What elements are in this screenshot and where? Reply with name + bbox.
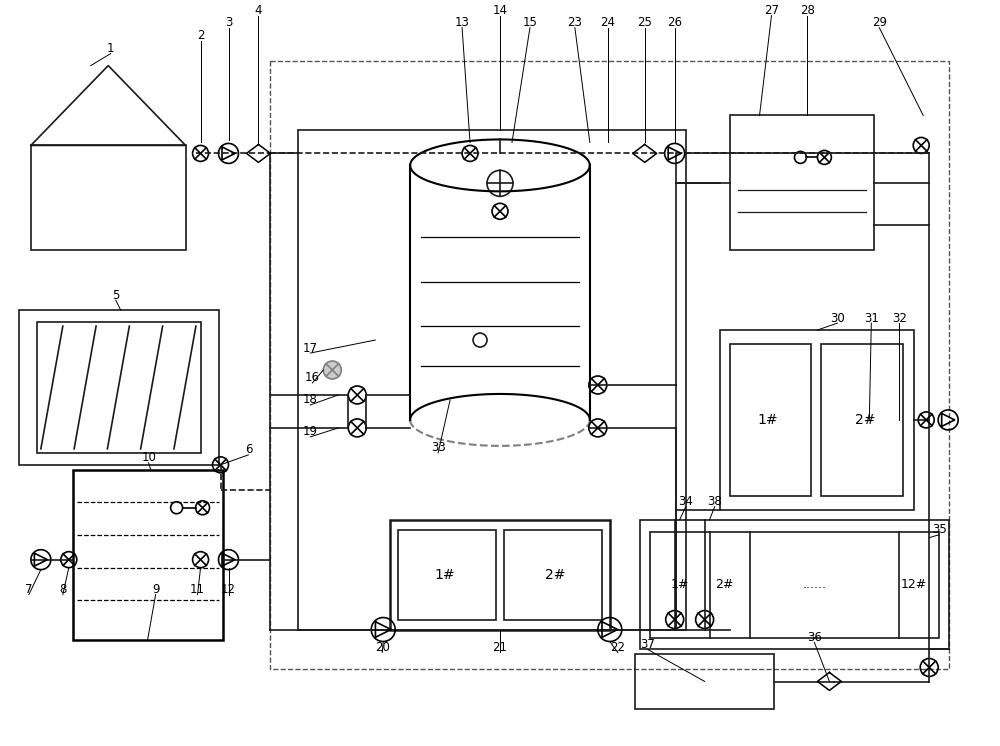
Text: 2: 2 bbox=[197, 29, 204, 42]
Text: 1: 1 bbox=[107, 42, 114, 55]
Bar bbox=[640, 520, 949, 650]
Text: 34: 34 bbox=[678, 495, 693, 508]
Bar bbox=[650, 532, 939, 638]
Text: 2#: 2# bbox=[715, 578, 734, 591]
Text: 8: 8 bbox=[59, 583, 67, 596]
Text: 9: 9 bbox=[152, 583, 159, 596]
Text: 35: 35 bbox=[932, 523, 947, 536]
Text: 38: 38 bbox=[707, 495, 722, 508]
Bar bbox=[270, 60, 949, 669]
Bar bbox=[37, 322, 201, 453]
Text: 37: 37 bbox=[640, 638, 655, 651]
Bar bbox=[398, 530, 496, 619]
Text: 30: 30 bbox=[830, 312, 845, 325]
Bar bbox=[298, 131, 686, 630]
Text: 25: 25 bbox=[637, 16, 652, 29]
Text: 22: 22 bbox=[610, 641, 625, 654]
Bar bbox=[730, 344, 811, 496]
Bar bbox=[504, 530, 602, 619]
Text: 4: 4 bbox=[255, 4, 262, 17]
Text: 12: 12 bbox=[221, 583, 236, 596]
Text: 28: 28 bbox=[800, 4, 815, 17]
Text: 3: 3 bbox=[225, 16, 232, 29]
Text: 31: 31 bbox=[864, 312, 879, 325]
Text: 17: 17 bbox=[303, 342, 318, 354]
Bar bbox=[31, 145, 186, 250]
Text: 14: 14 bbox=[492, 4, 507, 17]
Bar bbox=[390, 520, 610, 630]
Text: 6: 6 bbox=[245, 443, 252, 457]
Text: 29: 29 bbox=[872, 16, 887, 29]
Text: 1#: 1# bbox=[670, 578, 689, 591]
Circle shape bbox=[323, 361, 341, 379]
Text: 20: 20 bbox=[375, 641, 390, 654]
Text: 18: 18 bbox=[303, 393, 318, 407]
Bar bbox=[821, 344, 903, 496]
Text: 19: 19 bbox=[303, 425, 318, 439]
Text: 11: 11 bbox=[190, 583, 205, 596]
Text: 1#: 1# bbox=[435, 568, 455, 582]
Text: 27: 27 bbox=[764, 4, 779, 17]
Text: 15: 15 bbox=[523, 16, 537, 29]
Text: 24: 24 bbox=[600, 16, 615, 29]
Text: 12#: 12# bbox=[901, 578, 927, 591]
Text: 1#: 1# bbox=[757, 413, 778, 427]
Text: 7: 7 bbox=[25, 583, 33, 596]
Text: 10: 10 bbox=[141, 451, 156, 464]
Text: 21: 21 bbox=[492, 641, 507, 654]
Text: 32: 32 bbox=[892, 312, 907, 325]
Bar bbox=[19, 310, 219, 465]
Bar bbox=[720, 330, 914, 510]
Text: 5: 5 bbox=[112, 289, 119, 301]
Text: 26: 26 bbox=[667, 16, 682, 29]
Text: 2#: 2# bbox=[855, 413, 876, 427]
Text: 33: 33 bbox=[431, 442, 445, 454]
Bar bbox=[730, 116, 874, 250]
Bar bbox=[635, 654, 774, 709]
Text: ......: ...... bbox=[802, 578, 826, 591]
Text: 2#: 2# bbox=[545, 568, 565, 582]
Text: 36: 36 bbox=[807, 631, 822, 644]
Text: 16: 16 bbox=[305, 372, 320, 384]
Bar bbox=[73, 470, 223, 639]
Text: 23: 23 bbox=[567, 16, 582, 29]
Text: 13: 13 bbox=[455, 16, 470, 29]
